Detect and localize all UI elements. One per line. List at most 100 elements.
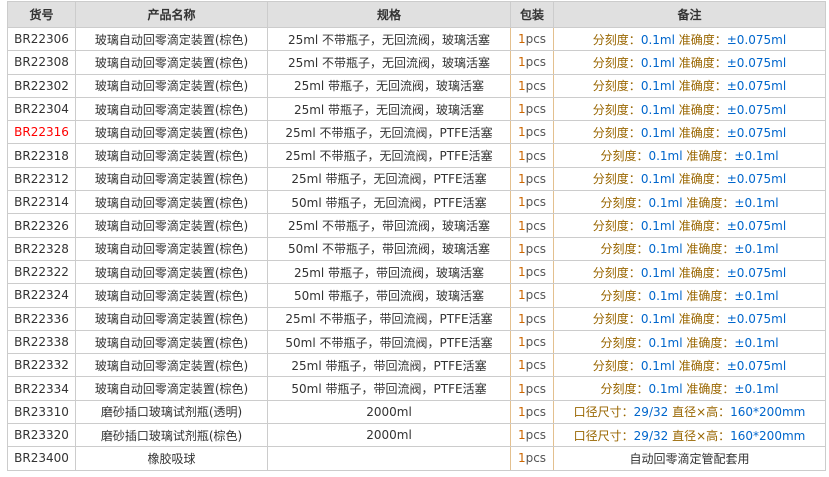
packing-cell: 1pcs <box>510 446 554 471</box>
remark-segment: 分刻度： <box>592 79 641 94</box>
packing-quantity: 1 <box>517 451 526 466</box>
remark-segment: 0.1ml <box>648 382 687 397</box>
packing-quantity: 1 <box>517 358 526 373</box>
item-code-cell: BR22324 <box>7 283 76 308</box>
remark-segment: 分刻度： <box>600 382 649 397</box>
packing-quantity: 1 <box>517 148 526 163</box>
product-name-cell: 玻璃自动回零滴定装置(棕色) <box>75 50 268 75</box>
packing-unit: pcs <box>525 195 547 210</box>
header-item-code: 货号 <box>7 1 76 28</box>
item-code-cell: BR22326 <box>7 213 76 238</box>
product-name-cell: 玻璃自动回零滴定装置(棕色) <box>75 120 268 145</box>
remark-cell: 分刻度：0.1ml 准确度：±0.1ml <box>553 143 826 168</box>
specification-cell: 50ml 不带瓶子，带回流阀，玻璃活塞 <box>267 236 511 261</box>
remark-segment: 分刻度： <box>592 219 641 234</box>
packing-unit: pcs <box>525 55 547 70</box>
header-packing: 包装 <box>510 1 554 28</box>
remark-segment: 29/32 <box>633 428 673 443</box>
remark-cell: 口径尺寸：29/32 直径×高：160*200mm <box>553 423 826 448</box>
product-name-cell: 玻璃自动回零滴定装置(棕色) <box>75 190 268 215</box>
remark-segment: ±0.075ml <box>726 358 787 373</box>
remark-cell: 分刻度：0.1ml 准确度：±0.075ml <box>553 259 826 285</box>
remark-segment: 0.1ml <box>640 55 679 70</box>
table-row: BR22334 玻璃自动回零滴定装置(棕色) 50ml 带瓶子，带回流阀，PTFE活… <box>7 376 826 401</box>
remark-segment: ±0.075ml <box>726 79 787 94</box>
remark-segment: 准确度： <box>678 32 727 47</box>
item-code-cell: BR22328 <box>7 236 76 261</box>
item-code-cell: BR22322 <box>7 259 76 285</box>
remark-segment: ±0.075ml <box>726 172 787 187</box>
remark-segment: ±0.075ml <box>726 55 787 70</box>
specification-cell: 25ml 不带瓶子，无回流阀，PTFE活塞 <box>267 120 511 145</box>
specification-cell: 2000ml <box>267 399 511 425</box>
packing-cell: 1pcs <box>510 26 554 52</box>
remark-segment: 分刻度： <box>592 102 641 117</box>
packing-unit: pcs <box>525 78 547 93</box>
item-code-cell: BR22316 <box>7 120 76 145</box>
remark-segment: 准确度： <box>678 79 727 94</box>
item-code-cell: BR22312 <box>7 166 76 192</box>
remark-segment: 准确度： <box>678 312 727 327</box>
table-row: BR22316 玻璃自动回零滴定装置(棕色) 25ml 不带瓶子，无回流阀，PTFE… <box>7 120 826 145</box>
table-row: BR22332 玻璃自动回零滴定装置(棕色) 25ml 带瓶子，带回流阀，PTFE活… <box>7 353 826 378</box>
packing-unit: pcs <box>525 32 547 47</box>
product-name-cell: 磨砂插口玻璃试剂瓶(透明) <box>75 399 268 425</box>
remark-segment: 准确度： <box>686 149 735 164</box>
product-name-cell: 玻璃自动回零滴定装置(棕色) <box>75 306 268 331</box>
remark-segment: 0.1ml <box>648 149 687 164</box>
packing-cell: 1pcs <box>510 353 554 378</box>
item-code-cell: BR22338 <box>7 329 76 355</box>
remark-segment: ±0.1ml <box>734 242 779 257</box>
remark-segment: ±0.075ml <box>726 125 787 140</box>
item-code-cell: BR23400 <box>7 446 76 471</box>
remark-segment: 准确度： <box>686 335 735 350</box>
table-row: BR22318 玻璃自动回零滴定装置(棕色) 25ml 不带瓶子，无回流阀，PTFE… <box>7 143 826 168</box>
remark-segment: ±0.1ml <box>734 195 779 210</box>
remark-segment: 160*200mm <box>730 405 806 420</box>
remark-segment: ±0.075ml <box>726 32 787 47</box>
specification-cell: 25ml 带瓶子，带回流阀，玻璃活塞 <box>267 259 511 285</box>
remark-segment: 分刻度： <box>592 55 641 70</box>
table-row: BR22304 玻璃自动回零滴定装置(棕色) 25ml 带瓶子，无回流阀，玻璃活塞 1… <box>7 96 826 122</box>
remark-segment: 自动回零滴定管配套用 <box>629 451 750 466</box>
packing-unit: pcs <box>525 171 547 186</box>
packing-cell: 1pcs <box>510 376 554 401</box>
specification-cell: 50ml 带瓶子，无回流阀，PTFE活塞 <box>267 190 511 215</box>
packing-cell: 1pcs <box>510 306 554 331</box>
item-code-cell: BR22302 <box>7 73 76 98</box>
packing-cell: 1pcs <box>510 73 554 98</box>
item-code-cell: BR22332 <box>7 353 76 378</box>
product-name-cell: 玻璃自动回零滴定装置(棕色) <box>75 213 268 238</box>
remark-segment: 准确度： <box>686 195 735 210</box>
specification-cell: 50ml 不带瓶子，带回流阀，PTFE活塞 <box>267 329 511 355</box>
remark-cell: 自动回零滴定管配套用 <box>553 446 826 471</box>
packing-cell: 1pcs <box>510 423 554 448</box>
remark-segment: 0.1ml <box>648 288 687 303</box>
remark-cell: 分刻度：0.1ml 准确度：±0.1ml <box>553 329 826 355</box>
remark-segment: 0.1ml <box>640 265 679 280</box>
remark-segment: 分刻度： <box>592 125 641 140</box>
table-row: BR23400 橡胶吸球 1pcs 自动回零滴定管配套用 <box>7 446 826 471</box>
packing-unit: pcs <box>525 404 547 419</box>
table-row: BR22328 玻璃自动回零滴定装置(棕色) 50ml 不带瓶子，带回流阀，玻璃活塞… <box>7 236 826 261</box>
remark-segment: 分刻度： <box>592 32 641 47</box>
packing-quantity: 1 <box>517 265 526 280</box>
table-header: 货号 产品名称 规格 包装 备注 <box>7 1 826 28</box>
product-name-cell: 玻璃自动回零滴定装置(棕色) <box>75 283 268 308</box>
packing-unit: pcs <box>525 381 547 396</box>
packing-unit: pcs <box>525 335 547 349</box>
remark-segment: 分刻度： <box>600 288 649 303</box>
remark-cell: 分刻度：0.1ml 准确度：±0.075ml <box>553 120 826 145</box>
remark-segment: ±0.075ml <box>726 312 787 327</box>
remark-segment: 0.1ml <box>640 312 679 327</box>
table-row: BR22324 玻璃自动回零滴定装置(棕色) 50ml 带瓶子，带回流阀，玻璃活塞 1… <box>7 283 826 308</box>
specification-cell: 25ml 不带瓶子，无回流阀，玻璃活塞 <box>267 26 511 52</box>
specification-cell: 2000ml <box>267 423 511 448</box>
product-table-body: BR22306 玻璃自动回零滴定装置(棕色) 25ml 不带瓶子，无回流阀，玻璃活塞… <box>7 26 826 471</box>
packing-quantity: 1 <box>517 78 526 93</box>
remark-segment: 准确度： <box>678 265 727 280</box>
packing-cell: 1pcs <box>510 120 554 145</box>
table-row: BR22326 玻璃自动回零滴定装置(棕色) 25ml 不带瓶子，带回流阀，玻璃活塞… <box>7 213 826 238</box>
packing-quantity: 1 <box>517 381 526 396</box>
packing-quantity: 1 <box>517 335 526 349</box>
